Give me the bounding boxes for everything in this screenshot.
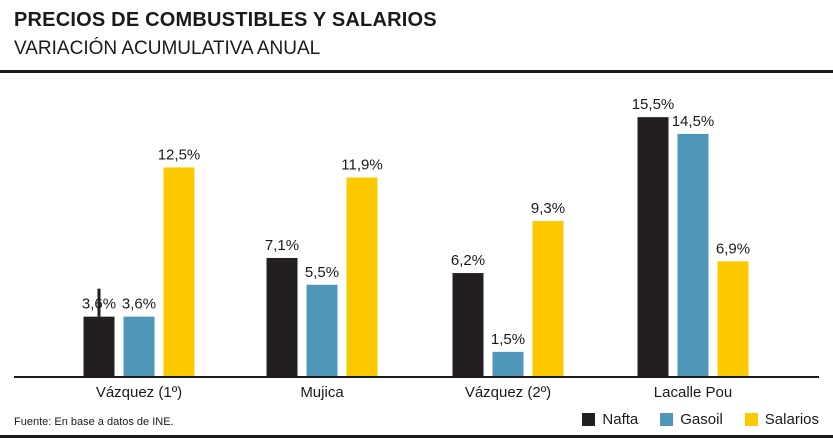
bottom-rule (0, 435, 833, 438)
bar-salarios-0 (163, 167, 195, 377)
data-label-nafta-1: 7,1% (265, 237, 299, 254)
bar-gasoil-1 (306, 284, 338, 377)
legend-swatch-salarios (744, 413, 758, 426)
bar-salarios-3 (717, 261, 749, 377)
bar-salarios-1 (346, 177, 378, 377)
top-rule (0, 70, 833, 73)
bar-gasoil-3 (677, 133, 709, 377)
category-label-1: Mujica (300, 384, 344, 401)
data-label-salarios-1: 11,9% (341, 157, 382, 174)
legend-swatch-gasoil (660, 413, 674, 426)
bar-nafta-2 (452, 273, 484, 377)
legend: Nafta Gasoil Salarios (560, 411, 819, 428)
bar-nafta-0 (83, 316, 115, 377)
data-label-gasoil-3: 14,5% (672, 113, 715, 130)
legend-item-gasoil: Gasoil (660, 411, 723, 428)
data-label-salarios-2: 9,3% (531, 200, 565, 217)
data-label-gasoil-1: 5,5% (305, 264, 339, 281)
bar-nafta-1 (266, 257, 298, 377)
data-label-nafta-3: 15,5% (632, 96, 675, 113)
chart-title: PRECIOS DE COMBUSTIBLES Y SALARIOS (14, 9, 437, 31)
bar-salarios-2 (532, 221, 564, 377)
legend-item-salarios: Salarios (744, 411, 819, 428)
data-label-gasoil-0: 3,6% (122, 296, 156, 313)
category-label-3: Lacalle Pou (654, 384, 732, 401)
bar-nafta-3 (637, 117, 669, 377)
data-label-nafta-2: 6,2% (451, 252, 485, 269)
bar-chart: 3,6%3,6%12,5%Vázquez (1º)7,1%5,5%11,9%Mu… (14, 96, 819, 401)
legend-label-salarios: Salarios (764, 411, 819, 428)
legend-item-nafta: Nafta (582, 411, 638, 428)
legend-label-nafta: Nafta (602, 411, 639, 428)
bar-gasoil-0 (123, 316, 155, 377)
chart-subtitle: VARIACIÓN ACUMULATIVA ANUAL (14, 38, 321, 59)
category-label-2: Vázquez (2º) (465, 384, 551, 401)
legend-swatch-nafta (582, 413, 596, 426)
data-label-salarios-3: 6,9% (716, 240, 750, 257)
category-label-0: Vázquez (1º) (96, 384, 182, 401)
bar-gasoil-2 (492, 351, 524, 377)
data-label-gasoil-2: 1,5% (491, 331, 525, 348)
data-label-salarios-0: 12,5% (158, 146, 201, 163)
source-note: Fuente: En base a datos de INE. (14, 416, 174, 428)
legend-label-gasoil: Gasoil (680, 411, 723, 428)
